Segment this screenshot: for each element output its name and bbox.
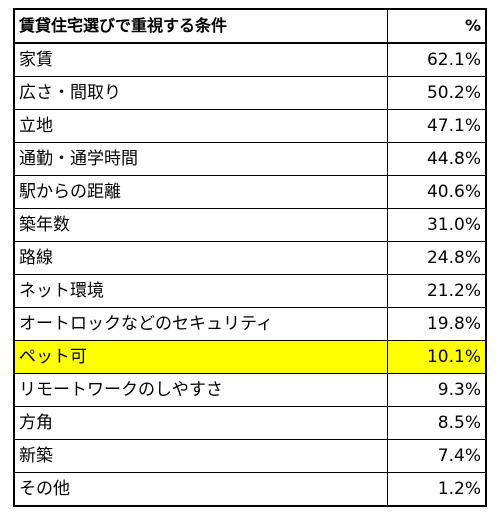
table-row: ネット環境 21.2% xyxy=(13,274,487,308)
survey-table: 賃貸住宅選びで重視する条件 % 家賃 62.1% 広さ・間取り 50.2% 立地 47.1… xyxy=(13,8,487,507)
header-label-cell: 賃貸住宅選びで重視する条件 xyxy=(13,8,388,44)
condition-label: 新築 xyxy=(13,439,388,473)
table-row: 路線 24.8% xyxy=(13,241,487,275)
table-body: 家賃 62.1% 広さ・間取り 50.2% 立地 47.1% 通勤・通学時間 44.8% 駅から… xyxy=(13,42,487,507)
condition-label: ネット環境 xyxy=(13,274,388,308)
percentage-value: 1.2% xyxy=(386,472,487,507)
condition-label: その他 xyxy=(13,472,388,507)
percentage-value: 24.8% xyxy=(386,241,487,275)
condition-label: 広さ・間取り xyxy=(13,76,388,110)
percentage-value: 9.3% xyxy=(386,373,487,407)
condition-label: ペット可 xyxy=(13,340,388,374)
percentage-value: 21.2% xyxy=(386,274,487,308)
header-row: 賃貸住宅選びで重視する条件 % xyxy=(13,8,487,44)
table-row: 広さ・間取り 50.2% xyxy=(13,76,487,110)
percentage-value: 7.4% xyxy=(386,439,487,473)
condition-label: 築年数 xyxy=(13,208,388,242)
table-row: その他 1.2% xyxy=(13,472,487,507)
table-row: 駅からの距離 40.6% xyxy=(13,175,487,209)
condition-label: リモートワークのしやすさ xyxy=(13,373,388,407)
condition-label: 通勤・通学時間 xyxy=(13,142,388,176)
table-row: 通勤・通学時間 44.8% xyxy=(13,142,487,176)
table-row: オートロックなどのセキュリティ 19.8% xyxy=(13,307,487,341)
condition-label: 駅からの距離 xyxy=(13,175,388,209)
table-row: 家賃 62.1% xyxy=(13,42,487,77)
percentage-value: 31.0% xyxy=(386,208,487,242)
percentage-value: 10.1% xyxy=(386,340,487,374)
condition-label: オートロックなどのセキュリティ xyxy=(13,307,388,341)
table-row: ペット可 10.1% xyxy=(13,340,487,374)
percentage-value: 62.1% xyxy=(386,42,487,77)
table-row: 築年数 31.0% xyxy=(13,208,487,242)
percentage-value: 47.1% xyxy=(386,109,487,143)
percentage-value: 19.8% xyxy=(386,307,487,341)
header-percent-cell: % xyxy=(386,8,487,44)
condition-label: 立地 xyxy=(13,109,388,143)
percentage-value: 44.8% xyxy=(386,142,487,176)
table-row: 立地 47.1% xyxy=(13,109,487,143)
table-row: 新築 7.4% xyxy=(13,439,487,473)
percentage-value: 40.6% xyxy=(386,175,487,209)
table-header: 賃貸住宅選びで重視する条件 % xyxy=(13,8,487,44)
table-row: リモートワークのしやすさ 9.3% xyxy=(13,373,487,407)
table-row: 方角 8.5% xyxy=(13,406,487,440)
percentage-value: 8.5% xyxy=(386,406,487,440)
percentage-value: 50.2% xyxy=(386,76,487,110)
condition-label: 路線 xyxy=(13,241,388,275)
condition-label: 家賃 xyxy=(13,42,388,77)
condition-label: 方角 xyxy=(13,406,388,440)
